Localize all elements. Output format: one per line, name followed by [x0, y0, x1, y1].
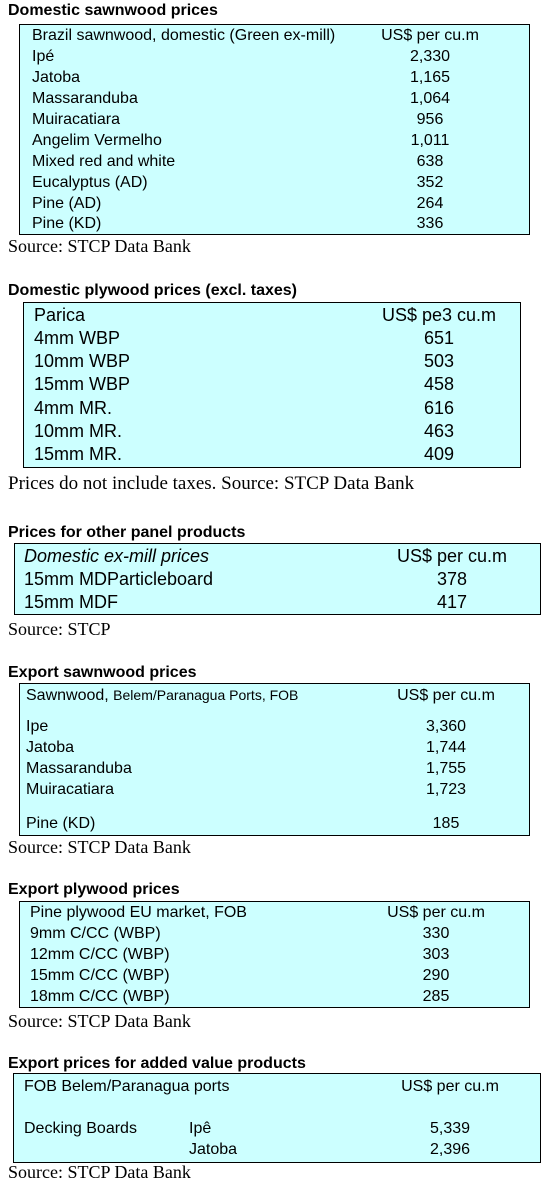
- price-value: 185: [432, 815, 460, 832]
- price-value: 1,755: [425, 760, 467, 777]
- price-value: 1,723: [425, 781, 467, 798]
- source-note: Source: STCP Data Bank: [8, 1011, 191, 1031]
- product-name: 10mm WBP: [34, 351, 131, 371]
- column-header-price: US$ pe3 cu.m: [381, 305, 497, 325]
- product-name: 15mm MDF: [24, 592, 118, 612]
- price-value: 290: [422, 967, 450, 984]
- product-name: Mixed red and white: [32, 153, 176, 170]
- product-name: 18mm C/CC (WBP): [30, 988, 170, 1005]
- export-plywood-table: Pine plywood EU market, FOB US$ per cu.m…: [19, 901, 530, 1008]
- export-sawnwood-table: Sawnwood, Belem/Paranagua Ports, FOB US$…: [19, 683, 530, 836]
- product-name: Muiracatiara: [32, 111, 121, 128]
- source-note: Source: STCP: [8, 619, 111, 639]
- price-value: 1,064: [409, 90, 451, 107]
- price-value: 303: [422, 946, 450, 963]
- price-value: 3,360: [425, 718, 467, 735]
- other-panel-title: Prices for other panel products: [8, 524, 246, 541]
- column-header-product: Domestic ex-mill prices: [24, 546, 210, 566]
- column-header-product: Brazil sawnwood, domestic (Green ex-mill…: [32, 27, 336, 44]
- source-note: Source: STCP Data Bank: [8, 236, 191, 256]
- export-plywood-title: Export plywood prices: [8, 881, 180, 898]
- price-value: 409: [423, 444, 455, 464]
- product-name: 9mm C/CC (WBP): [30, 925, 161, 942]
- product-name: 15mm C/CC (WBP): [30, 967, 170, 984]
- product-name: 10mm MR.: [34, 421, 123, 441]
- source-note: Source: STCP Data Bank: [8, 1162, 191, 1182]
- price-value: 458: [423, 374, 455, 394]
- product-name: 4mm MR.: [34, 398, 112, 418]
- price-value: 417: [436, 592, 468, 612]
- column-header-product: Sawnwood, Belem/Paranagua Ports, FOB: [26, 687, 298, 705]
- price-value: 264: [416, 195, 444, 212]
- price-value: 5,339: [429, 1120, 471, 1137]
- column-header-price: US$ per cu.m: [401, 1078, 499, 1095]
- product-name: Muiracatiara: [26, 781, 115, 798]
- product-name: 4mm WBP: [34, 328, 121, 348]
- price-value: 616: [423, 398, 455, 418]
- price-value: 463: [423, 421, 455, 441]
- product-name: Jatoba: [26, 739, 75, 756]
- product-name: 15mm MDParticleboard: [24, 569, 214, 589]
- column-header-product: Parica: [34, 305, 86, 325]
- product-name: Jatoba: [32, 69, 81, 86]
- price-value: 1,011: [410, 132, 450, 149]
- source-note: Source: STCP Data Bank: [8, 837, 191, 857]
- export-sawnwood-title: Export sawnwood prices: [8, 664, 197, 681]
- price-value: 378: [436, 569, 468, 589]
- product-name: Pine (AD): [32, 195, 102, 212]
- column-header-product: FOB Belem/Paranagua ports: [24, 1078, 230, 1095]
- price-value: 352: [416, 174, 444, 191]
- header-label: Sawnwood,: [26, 687, 109, 704]
- product-name: Angelim Vermelho: [32, 132, 162, 149]
- product-name: Massaranduba: [26, 760, 132, 777]
- product-name: Ipe: [26, 718, 49, 735]
- added-value-title: Export prices for added value products: [8, 1055, 306, 1072]
- domestic-sawnwood-table: Brazil sawnwood, domestic (Green ex-mill…: [19, 24, 530, 235]
- domestic-sawnwood-title: Domestic sawnwood prices: [8, 2, 218, 19]
- price-value: 1,744: [425, 739, 467, 756]
- domestic-plywood-title: Domestic plywood prices (excl. taxes): [8, 282, 297, 299]
- price-value: 330: [422, 925, 450, 942]
- product-name: Jatoba: [189, 1141, 238, 1158]
- price-value: 956: [416, 111, 444, 128]
- price-value: 2,330: [409, 48, 451, 65]
- column-header-price: US$ per cu.m: [381, 27, 479, 44]
- column-header-price: US$ per cu.m: [387, 904, 485, 921]
- source-note: Prices do not include taxes. Source: STC…: [8, 473, 415, 494]
- column-header-price: US$ per cu.m: [396, 546, 508, 566]
- product-name: Eucalyptus (AD): [32, 174, 148, 191]
- price-value: 503: [423, 351, 455, 371]
- price-value: 1,165: [409, 69, 451, 86]
- added-value-table: FOB Belem/Paranagua ports US$ per cu.m D…: [13, 1073, 541, 1163]
- column-header-product: Pine plywood EU market, FOB: [30, 904, 247, 921]
- column-header-price: US$ per cu.m: [397, 687, 495, 704]
- product-name: Massaranduba: [32, 90, 138, 107]
- product-name: 15mm WBP: [34, 374, 131, 394]
- header-sublabel: Belem/Paranagua Ports, FOB: [113, 687, 299, 703]
- price-value: 638: [416, 153, 444, 170]
- price-value: 651: [423, 328, 455, 348]
- product-name: Ipê: [189, 1120, 212, 1137]
- product-name: Pine (KD): [26, 815, 96, 832]
- price-value: 285: [422, 988, 450, 1005]
- product-name: Pine (KD): [32, 215, 102, 232]
- price-value: 2,396: [429, 1141, 471, 1158]
- domestic-plywood-table: Parica US$ pe3 cu.m 4mm WBP 651 10mm WBP 5…: [23, 302, 521, 468]
- price-value: 336: [416, 215, 444, 232]
- product-name: Ipé: [32, 48, 55, 65]
- product-name: 12mm C/CC (WBP): [30, 946, 170, 963]
- product-name: 15mm MR.: [34, 444, 123, 464]
- other-panel-table: Domestic ex-mill prices US$ per cu.m 15m…: [14, 543, 541, 615]
- group-label: Decking Boards: [24, 1120, 137, 1137]
